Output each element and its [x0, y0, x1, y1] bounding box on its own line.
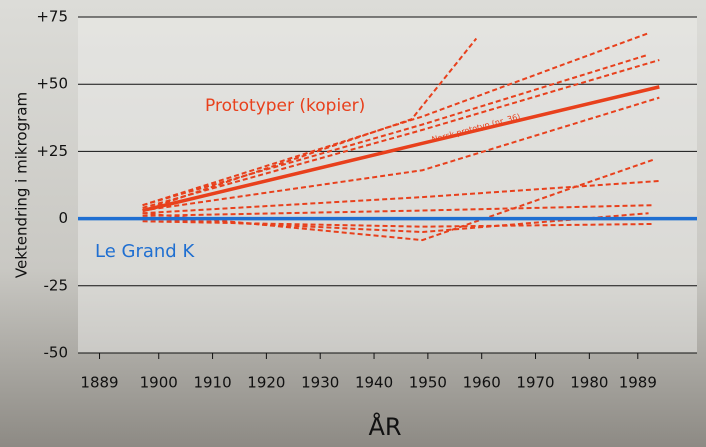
line [142, 220, 654, 228]
x-tick-label: 1989 [619, 374, 657, 392]
x-tick-label: 1940 [355, 374, 393, 392]
x-axis-label: ÅR [368, 412, 401, 441]
x-tick-label: 1930 [301, 374, 339, 392]
y-tick-label: +50 [36, 75, 68, 93]
x-tick-label: 1970 [516, 374, 554, 392]
x-tick-label: 1900 [140, 374, 178, 392]
x-tick-label: 1889 [80, 374, 118, 392]
line [142, 85, 660, 213]
line [142, 32, 649, 207]
line [142, 53, 649, 207]
y-tick-label: -25 [44, 276, 69, 294]
line [142, 96, 660, 212]
line [142, 204, 654, 217]
line [142, 212, 649, 234]
x-tick-label: 1920 [247, 374, 285, 392]
annotation: Prototyper (kopier) [205, 96, 365, 116]
y-tick-label: -50 [44, 344, 69, 362]
x-tick-label: 1910 [193, 374, 231, 392]
y-tick-label: 0 [58, 209, 68, 227]
x-tick-label: 1960 [463, 374, 501, 392]
y-tick-label: +75 [36, 8, 68, 26]
x-tick-label: 1950 [409, 374, 447, 392]
annotation: Le Grand K [95, 241, 195, 262]
x-tick-label: 1980 [570, 374, 608, 392]
y-tick-label: +25 [36, 142, 68, 160]
y-axis-label: Vektendring i mikrogram [13, 92, 31, 278]
line [142, 59, 660, 209]
line [142, 179, 660, 215]
